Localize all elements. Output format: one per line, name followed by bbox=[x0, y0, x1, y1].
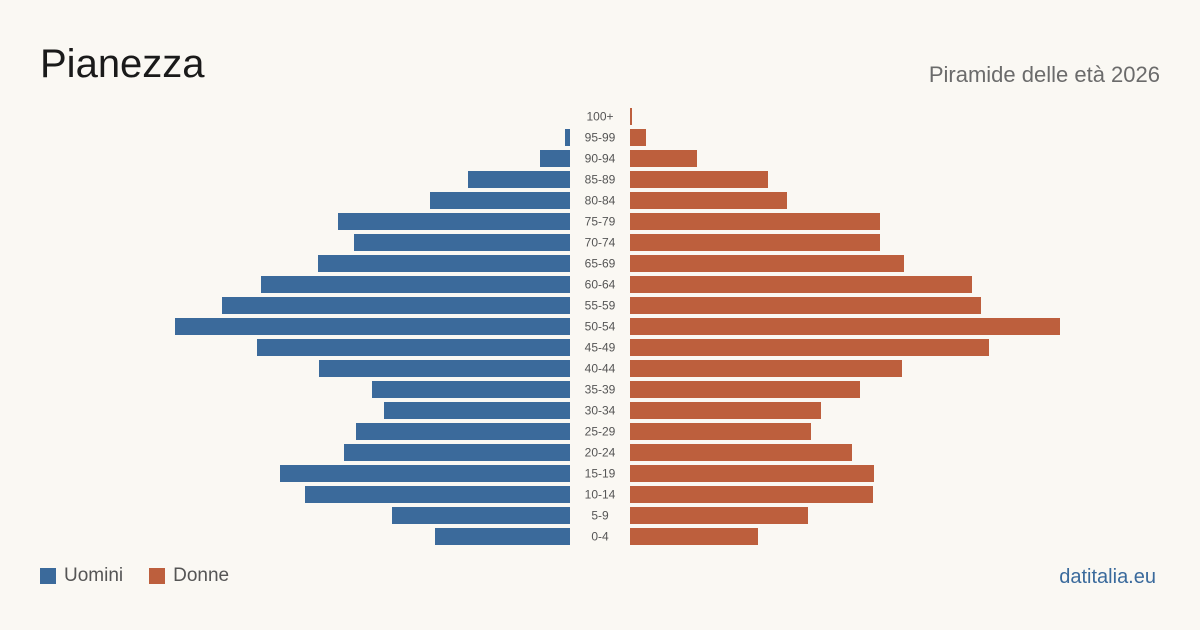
bar-men-5-9 bbox=[392, 507, 570, 524]
bar-women-15-19 bbox=[630, 465, 874, 482]
age-label-35-39: 35-39 bbox=[585, 383, 616, 397]
page-title: Pianezza bbox=[40, 42, 205, 86]
bar-women-30-34 bbox=[630, 402, 821, 419]
bar-women-10-14 bbox=[630, 486, 873, 503]
legend-swatch-women bbox=[149, 568, 166, 584]
age-label-60-64: 60-64 bbox=[585, 278, 616, 292]
bar-women-90-94 bbox=[630, 150, 697, 167]
bar-men-20-24 bbox=[344, 444, 570, 461]
age-label-45-49: 45-49 bbox=[585, 341, 616, 355]
bar-women-5-9 bbox=[630, 507, 808, 524]
bar-men-15-19 bbox=[280, 465, 570, 482]
bar-women-85-89 bbox=[630, 171, 768, 188]
age-label-40-44: 40-44 bbox=[585, 362, 616, 376]
bar-men-85-89 bbox=[468, 171, 570, 188]
bar-men-75-79 bbox=[338, 213, 570, 230]
age-label-55-59: 55-59 bbox=[585, 299, 616, 313]
bar-women-0-4 bbox=[630, 528, 758, 545]
bar-women-50-54 bbox=[630, 318, 1060, 335]
bar-women-40-44 bbox=[630, 360, 902, 377]
bar-women-95-99 bbox=[630, 129, 646, 146]
bar-women-65-69 bbox=[630, 255, 904, 272]
male-bars bbox=[175, 129, 570, 545]
age-label-100plus: 100+ bbox=[586, 110, 613, 124]
age-label-0-4: 0-4 bbox=[591, 530, 609, 544]
age-label-75-79: 75-79 bbox=[585, 215, 616, 229]
age-label-5-9: 5-9 bbox=[591, 509, 609, 523]
age-label-25-29: 25-29 bbox=[585, 425, 616, 439]
bar-men-70-74 bbox=[354, 234, 570, 251]
age-label-30-34: 30-34 bbox=[585, 404, 616, 418]
bar-men-25-29 bbox=[356, 423, 570, 440]
bar-women-55-59 bbox=[630, 297, 981, 314]
bar-men-35-39 bbox=[372, 381, 570, 398]
brand-link[interactable]: datitalia.eu bbox=[1059, 566, 1156, 588]
bar-women-45-49 bbox=[630, 339, 989, 356]
age-label-95-99: 95-99 bbox=[585, 131, 616, 145]
age-label-70-74: 70-74 bbox=[585, 236, 616, 250]
bar-men-55-59 bbox=[222, 297, 570, 314]
age-label-50-54: 50-54 bbox=[585, 320, 616, 334]
bar-men-60-64 bbox=[261, 276, 570, 293]
bar-men-65-69 bbox=[318, 255, 570, 272]
legend: Uomini Donne bbox=[40, 565, 255, 587]
bar-women-100plus bbox=[630, 108, 632, 125]
bar-men-95-99 bbox=[565, 129, 570, 146]
age-label-15-19: 15-19 bbox=[585, 467, 616, 481]
chart-subtitle: Piramide delle età 2026 bbox=[928, 62, 1160, 87]
bar-men-10-14 bbox=[305, 486, 570, 503]
age-label-20-24: 20-24 bbox=[585, 446, 616, 460]
age-label-10-14: 10-14 bbox=[585, 488, 616, 502]
legend-label-women: Donne bbox=[173, 565, 230, 586]
age-label-90-94: 90-94 bbox=[585, 152, 616, 166]
bar-women-80-84 bbox=[630, 192, 787, 209]
female-bars bbox=[630, 108, 1060, 545]
legend-swatch-men bbox=[40, 568, 56, 584]
legend-label-men: Uomini bbox=[64, 565, 124, 586]
bar-men-80-84 bbox=[430, 192, 570, 209]
bar-men-90-94 bbox=[540, 150, 570, 167]
bar-men-40-44 bbox=[319, 360, 570, 377]
bar-women-25-29 bbox=[630, 423, 811, 440]
age-label-80-84: 80-84 bbox=[585, 194, 616, 208]
bar-women-35-39 bbox=[630, 381, 860, 398]
bar-men-50-54 bbox=[175, 318, 570, 335]
bar-men-45-49 bbox=[257, 339, 570, 356]
bar-women-60-64 bbox=[630, 276, 972, 293]
bar-women-75-79 bbox=[630, 213, 880, 230]
bar-women-20-24 bbox=[630, 444, 852, 461]
age-label-65-69: 65-69 bbox=[585, 257, 616, 271]
legend-item-men: Uomini bbox=[40, 565, 123, 587]
age-label-85-89: 85-89 bbox=[585, 173, 616, 187]
bar-men-30-34 bbox=[384, 402, 570, 419]
bar-women-70-74 bbox=[630, 234, 880, 251]
bar-men-0-4 bbox=[435, 528, 570, 545]
age-labels: 100+ 95-99 90-94 85-89 80-84 75-79 70-74 65-69 6… bbox=[585, 110, 616, 544]
legend-item-women: Donne bbox=[149, 565, 229, 587]
